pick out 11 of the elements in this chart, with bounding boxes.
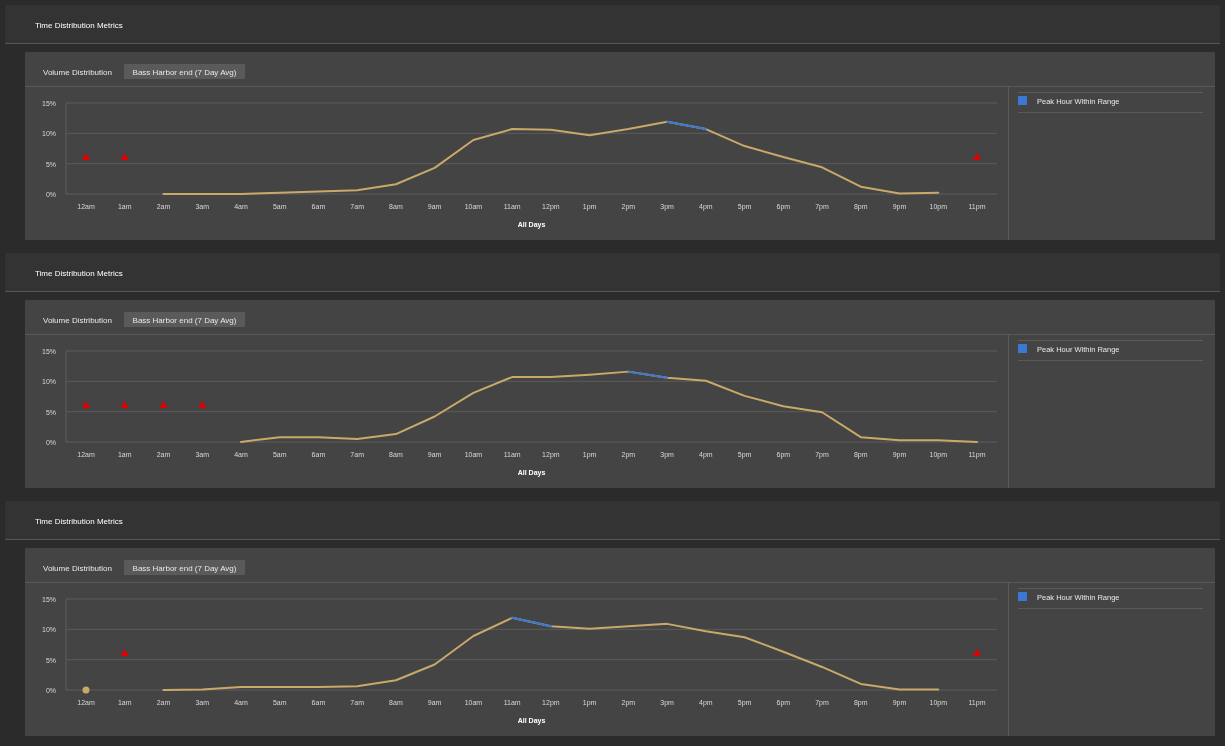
text: Bass Harbor end (7 Day Avg) (132, 68, 237, 77)
chart-subtitle: Volume Distribution (43, 316, 112, 325)
line-series (162, 120, 940, 195)
line-series (239, 370, 978, 443)
chart-title: Time Distribution Metrics (35, 517, 123, 526)
chart-title: Time Distribution Metrics (35, 269, 123, 278)
chart-title: Time Distribution Metrics (35, 21, 123, 30)
text: Bass Harbor end (7 Day Avg) (132, 316, 237, 325)
chart-subtitle: Volume Distribution (43, 564, 112, 573)
chart-subtitle: Volume Distribution (43, 68, 112, 77)
text: Bass Harbor end (7 Day Avg) (132, 564, 237, 573)
